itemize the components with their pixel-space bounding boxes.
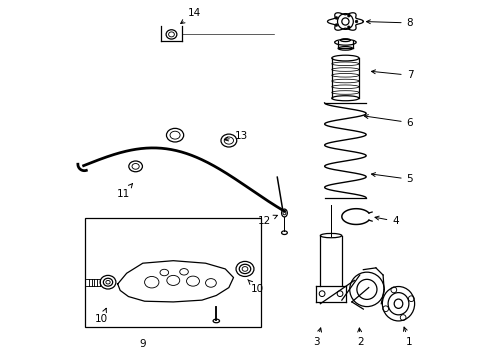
Text: 14: 14 — [181, 8, 201, 23]
Text: 10: 10 — [248, 280, 264, 294]
Circle shape — [347, 26, 350, 29]
Bar — [85, 218, 261, 327]
Text: 3: 3 — [314, 328, 321, 347]
Text: 6: 6 — [364, 114, 413, 128]
Circle shape — [355, 20, 358, 23]
Text: 1: 1 — [403, 327, 413, 347]
Text: 12: 12 — [258, 215, 277, 226]
Text: 13: 13 — [224, 131, 248, 141]
Text: 5: 5 — [371, 173, 413, 184]
Text: 11: 11 — [117, 184, 133, 199]
Circle shape — [347, 14, 350, 17]
Text: 9: 9 — [140, 339, 146, 349]
Text: 8: 8 — [367, 18, 413, 28]
Text: 2: 2 — [357, 328, 364, 347]
Circle shape — [335, 17, 338, 19]
Text: 7: 7 — [371, 70, 413, 80]
Text: 4: 4 — [375, 216, 399, 226]
Circle shape — [335, 24, 338, 27]
Text: 10: 10 — [95, 308, 108, 324]
